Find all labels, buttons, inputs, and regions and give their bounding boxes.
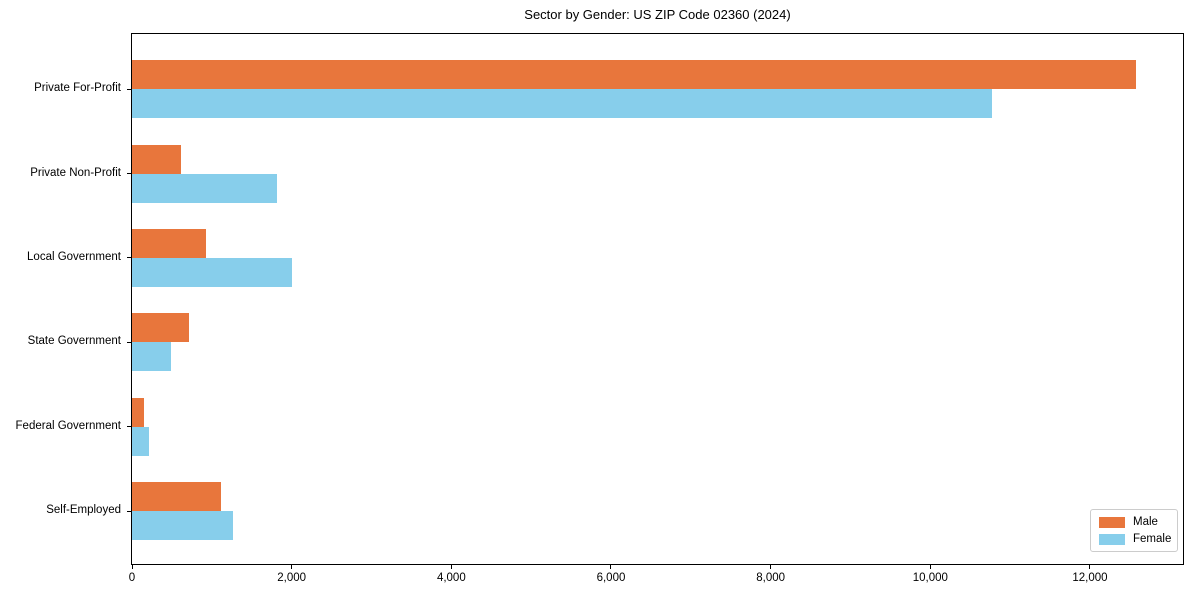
female-color-swatch [1099, 533, 1125, 545]
y-tick-label-local-government: Local Government [27, 250, 121, 263]
bar-female-local-government [132, 257, 292, 287]
bar-male-self-employed [132, 482, 222, 511]
x-tick-mark [131, 565, 133, 569]
bar-male-private-non-profit [132, 144, 181, 174]
bar-male-local-government [132, 228, 207, 258]
x-tick-label: 8,000 [756, 572, 786, 584]
x-tick-mark [770, 565, 772, 569]
y-tick-mark [127, 88, 131, 90]
x-tick-label: 0 [128, 572, 136, 584]
bar-female-federal-government [132, 426, 149, 456]
x-tick-label: 10,000 [912, 572, 948, 584]
chart-title: Sector by Gender: US ZIP Code 02360 (202… [524, 7, 791, 22]
x-tick-mark [610, 565, 612, 569]
y-tick-mark [127, 257, 131, 259]
legend-label-male: Male [1133, 516, 1158, 528]
x-tick-mark [291, 565, 293, 569]
bar-female-private-for-profit [132, 89, 992, 119]
y-tick-label-private-for-profit: Private For-Profit [34, 82, 121, 95]
y-tick-mark [127, 173, 131, 175]
y-tick-label-self-employed: Self-Employed [46, 504, 121, 516]
x-tick-mark [929, 565, 931, 569]
legend-label-female: Female [1133, 533, 1172, 545]
y-tick-label-private-non-profit: Private Non-Profit [30, 166, 121, 179]
x-tick-mark [450, 565, 452, 569]
y-tick-mark [127, 341, 131, 343]
bar-female-state-government [132, 342, 172, 372]
y-tick-mark [127, 426, 131, 428]
plot-area: Male Female Private For-Profit Private No… [16, 33, 1184, 584]
bar-female-private-non-profit [132, 173, 278, 203]
y-tick-label-federal-government: Federal Government [15, 419, 121, 432]
y-tick-mark [127, 510, 131, 512]
y-tick-label-state-government: State Government [27, 335, 121, 348]
bar-male-federal-government [132, 397, 144, 427]
bar-male-private-for-profit [132, 60, 1137, 90]
bar-male-state-government [132, 313, 190, 343]
bar-female-self-employed [132, 511, 233, 540]
x-tick-label: 4,000 [436, 572, 466, 584]
legend: Male Female [1090, 509, 1178, 552]
x-tick-mark [1089, 565, 1091, 569]
legend-item-female: Female [1099, 533, 1172, 545]
legend-item-male: Male [1099, 516, 1169, 528]
x-tick-label: 12,000 [1072, 572, 1108, 584]
male-color-swatch [1099, 516, 1125, 528]
x-tick-label: 6,000 [596, 572, 626, 584]
x-tick-label: 2,000 [277, 572, 307, 584]
